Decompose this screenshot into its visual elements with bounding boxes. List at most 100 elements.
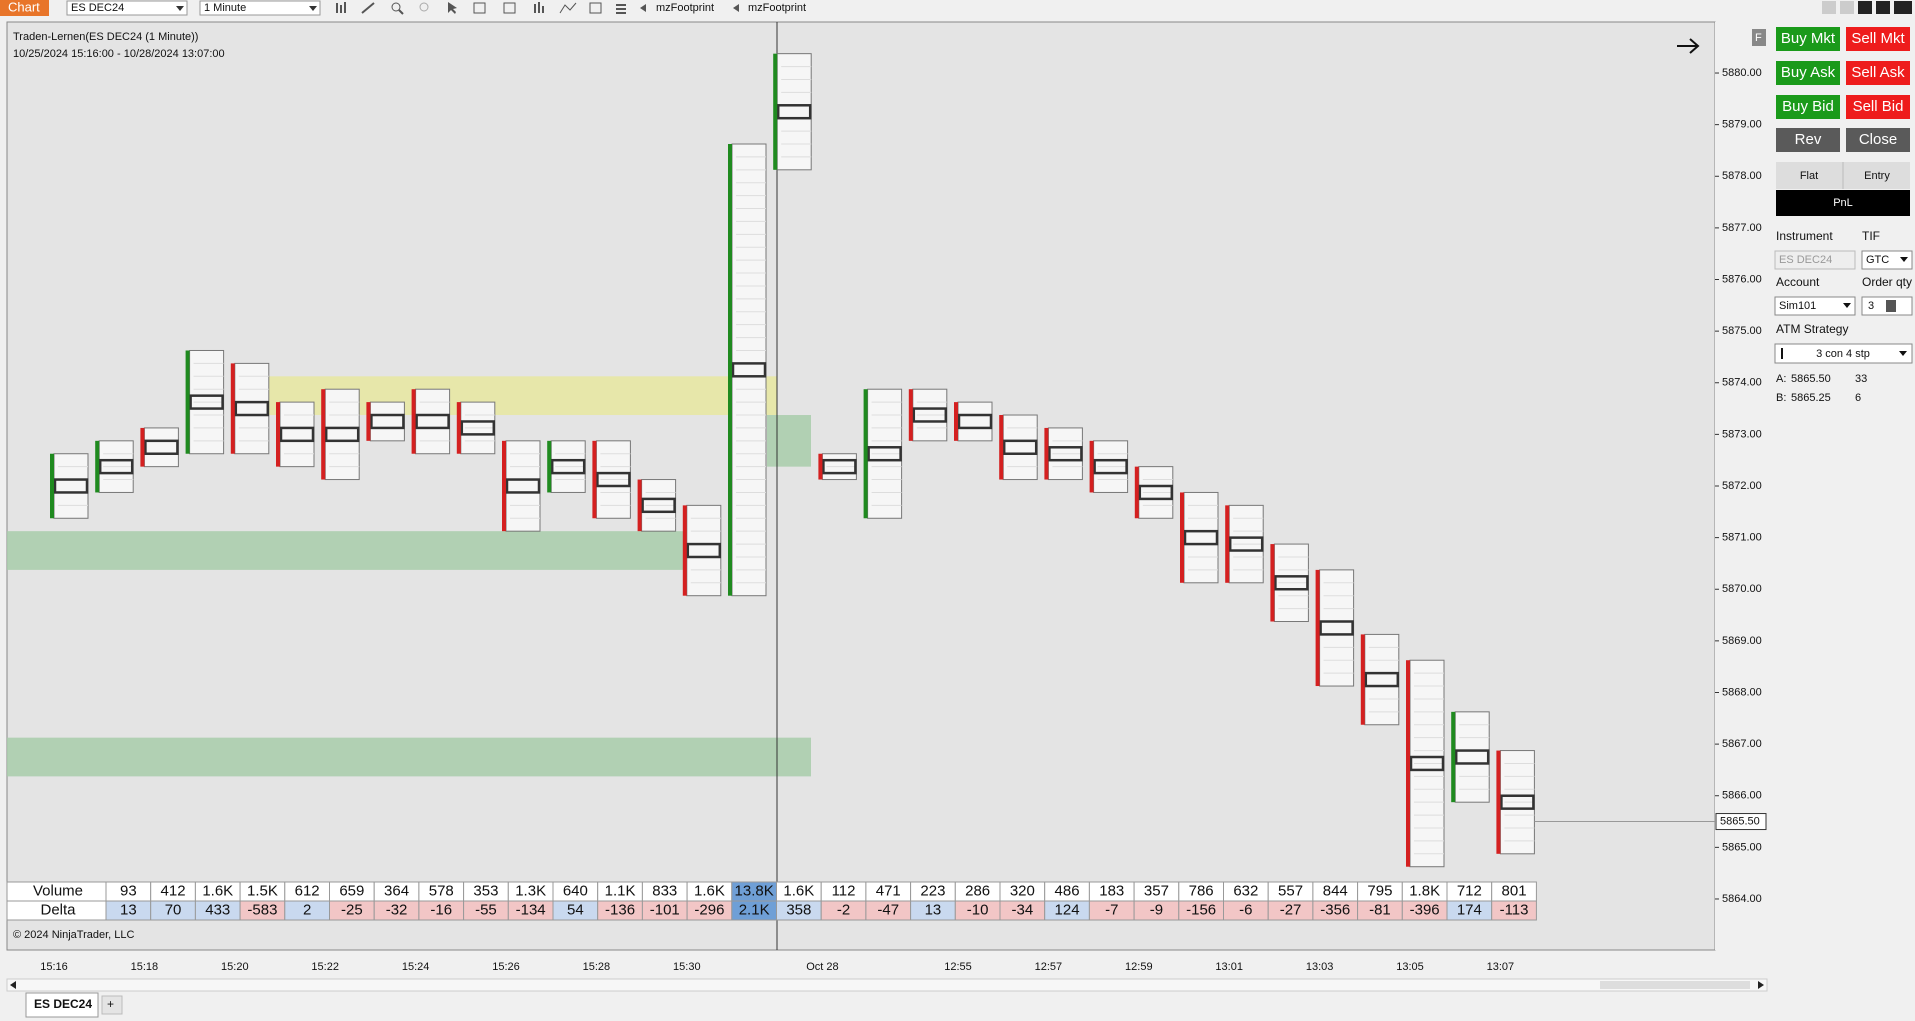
order-button[interactable] [1846,128,1910,152]
poc-cell [957,413,993,430]
poc-cell [1002,439,1038,455]
poc-cell [867,446,902,462]
y-tick-label: 5874.00 [1722,377,1762,389]
y-tick-label: 5867.00 [1722,738,1762,750]
order-button[interactable] [1776,95,1840,119]
y-tick-label: 5871.00 [1722,532,1762,544]
instrument-select[interactable] [1774,250,1856,270]
instrument-select[interactable] [66,0,188,16]
delta-value: -356 [1320,901,1350,918]
entry-tab[interactable]: Entry [1864,170,1890,182]
table-cell [1491,900,1537,921]
order-button-label: Rev [1795,131,1822,148]
add-tab[interactable] [101,995,123,1015]
bar-body [366,402,371,441]
volume-value: 364 [384,882,409,899]
bar-body [1089,440,1094,493]
delta-value: -55 [475,901,497,918]
order-button[interactable] [1776,27,1840,51]
account-select[interactable] [1774,296,1856,316]
volume-value: 93 [120,882,137,899]
chart-tab[interactable] [0,0,49,16]
volume-value: 801 [1502,882,1527,899]
volume-value: 844 [1323,882,1348,899]
window-controls[interactable] [1822,1,1912,14]
poc-cell [912,407,948,423]
volume-value: 357 [1144,882,1169,899]
f-button[interactable] [1752,29,1766,46]
y-tick-label: 5877.00 [1722,222,1762,234]
svg-text:F: F [1755,32,1762,44]
order-button-label: Close [1859,131,1897,148]
delta-value: 13 [120,901,137,918]
bar-body [1180,492,1184,583]
volume-value: 183 [1099,882,1124,899]
poc-cell [1319,620,1354,636]
delta-value: -101 [650,901,680,918]
indicator-label[interactable]: mzFootprint [748,2,806,14]
bar-body [1044,427,1049,480]
bar-body [1315,569,1320,687]
atm-label: ATM Strategy [1776,322,1848,336]
bar-body [321,389,326,480]
order-button[interactable] [1776,128,1840,152]
bar-body [502,440,506,532]
y-tick-label: 5878.00 [1722,170,1762,182]
chart-tab[interactable] [25,992,99,1018]
bar-body [592,440,597,519]
delta-value: -396 [1410,901,1440,918]
footprint-box [505,440,541,532]
scroll-left[interactable] [10,981,16,989]
delta-value: 13 [925,901,942,918]
scroll-right[interactable] [1758,981,1764,989]
tif-select[interactable] [1861,250,1913,270]
bar-body [863,389,868,519]
y-tick-label: 5873.00 [1722,428,1762,440]
zone [7,737,811,777]
order-buttons: Buy Mkt Sell Mkt Buy Ask Sell Ask Buy Bid Sel… [1776,27,1910,152]
chart-title: Traden-Lernen(ES DEC24 (1 Minute)) [13,31,198,43]
ask-label: A: [1776,373,1786,385]
bar-body [818,453,823,480]
footprint-box [686,504,722,597]
interval-select[interactable] [199,0,321,16]
indicator-label[interactable]: mzFootprint [656,2,714,14]
volume-value: 1.6K [202,882,233,899]
order-button[interactable] [1776,61,1840,85]
footprint-box [143,427,179,468]
footprint-box [731,143,767,597]
footprint-box [415,388,451,455]
scroll-arrow[interactable] [1677,38,1700,54]
bar-body [547,440,552,493]
volume-value: 632 [1233,882,1258,899]
footprint-box [1183,491,1219,584]
volume-value: 320 [1010,882,1035,899]
order-button-label: Buy Mkt [1781,30,1836,47]
order-button[interactable] [1846,95,1910,119]
order-button[interactable] [1846,61,1910,85]
poc-cell [324,426,360,443]
bar-body [637,479,642,532]
bar-body [1496,750,1501,854]
account-label: Account [1776,275,1820,289]
volume-value: 1.6K [694,882,725,899]
footprint-box [1364,633,1400,726]
chart-subtitle: 10/25/2024 15:16:00 - 10/28/2024 13:07:0… [13,48,225,60]
volume-value: 1.3K [515,882,546,899]
scrollbar[interactable] [6,978,1768,992]
toolbar-icons[interactable] [336,2,739,15]
qty-value: 3 [1868,300,1874,312]
y-tick-label: 5876.00 [1722,273,1762,285]
bid-size: 6 [1855,392,1861,404]
order-button[interactable] [1846,27,1910,51]
delta-value: -32 [386,901,408,918]
footprint-bars [50,53,1535,868]
volume-value: 712 [1457,882,1482,899]
account-value: Sim101 [1779,300,1816,312]
atm-select[interactable] [1774,343,1913,364]
y-tick-label: 5872.00 [1722,480,1762,492]
bar-body [50,453,54,519]
copyright: © 2024 NinjaTrader, LLC [13,929,134,941]
flat-tab[interactable]: Flat [1800,170,1818,182]
scroll-thumb[interactable] [1600,981,1750,989]
